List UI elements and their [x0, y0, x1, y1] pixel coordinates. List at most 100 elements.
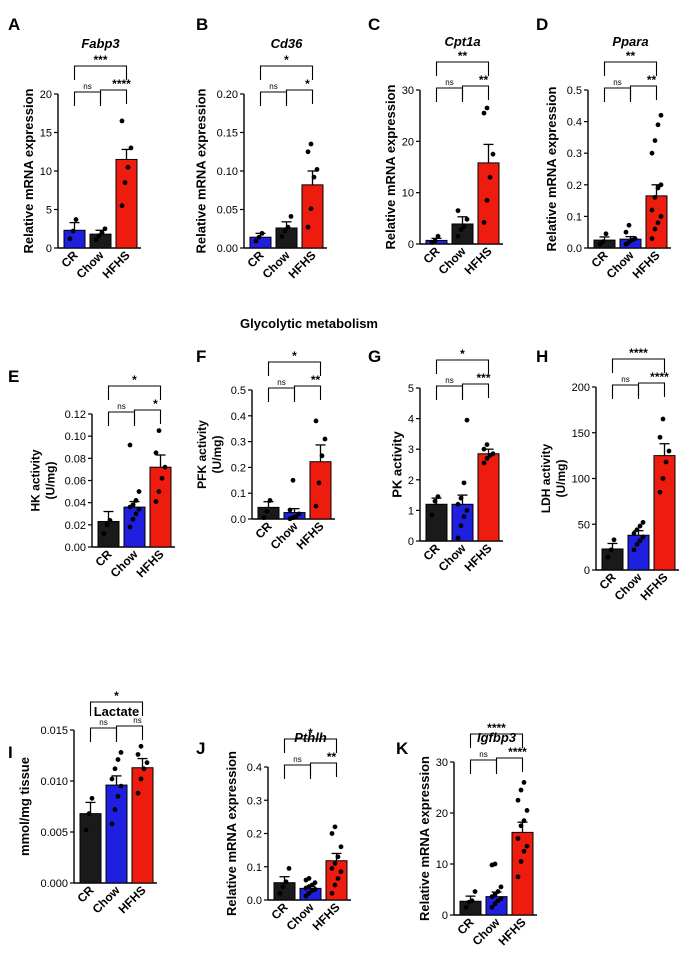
data-point [521, 780, 527, 785]
section-title-glycolytic: Glycolytic metabolism [240, 316, 378, 331]
data-point [631, 547, 637, 553]
y-tick-label: 0 [442, 910, 448, 922]
significance-bracket [283, 764, 312, 779]
x-tick-label-hfhs: HFHS [286, 248, 319, 281]
y-axis-label: Relative mRNA expression [383, 84, 398, 249]
significance-label: ns [613, 78, 621, 87]
data-point [524, 843, 530, 849]
data-point [463, 904, 469, 910]
y-tick-label: 10 [436, 859, 448, 871]
data-point [261, 515, 267, 521]
data-point [256, 234, 262, 240]
data-point [329, 890, 335, 896]
data-point [666, 448, 672, 454]
data-point [649, 236, 655, 241]
y-tick-label: 0.2 [567, 180, 582, 192]
bar-cr [79, 813, 102, 884]
y-tick-label: 0.1 [247, 862, 262, 874]
significance-label: ** [311, 373, 321, 387]
data-point [73, 217, 79, 222]
data-point [469, 898, 475, 904]
data-point [432, 498, 438, 504]
significance-bracket [285, 89, 314, 104]
chart-title: Pthlh [294, 730, 327, 745]
data-point [492, 861, 498, 867]
y-axis-label: Relative mRNA expression [544, 86, 559, 251]
data-point [461, 514, 467, 519]
data-point [521, 848, 527, 854]
y-tick-label: 0.000 [40, 878, 68, 890]
data-point [144, 760, 150, 766]
panel-letter: I [8, 743, 13, 762]
data-point [283, 879, 289, 885]
significance-label: ** [647, 73, 657, 87]
data-point [329, 831, 335, 836]
data-point [264, 508, 270, 514]
y-tick-label: 100 [572, 474, 590, 486]
bar-hfhs [325, 860, 348, 901]
data-point [313, 418, 319, 424]
data-point [128, 145, 134, 151]
data-point [637, 523, 643, 529]
data-point [287, 507, 293, 513]
data-point [458, 523, 464, 529]
significance-bracket [259, 65, 314, 80]
significance-label: ns [117, 402, 125, 411]
y-axis-label: PK activity [389, 430, 404, 497]
chart-title: Cd36 [271, 36, 304, 51]
data-point [455, 535, 461, 541]
data-point [655, 220, 661, 226]
y-tick-label: 0.00 [65, 542, 86, 554]
data-point [608, 547, 614, 553]
y-tick-label: 0.06 [65, 476, 86, 488]
data-point [631, 531, 637, 536]
data-point [314, 167, 320, 172]
chart-title: Fabp3 [81, 36, 120, 51]
data-point [133, 511, 139, 517]
significance-label: *** [476, 371, 490, 385]
significance-label: ns [133, 716, 141, 725]
data-point [332, 824, 338, 830]
y-axis-label: Relative mRNA expression [21, 88, 36, 253]
data-point [611, 537, 617, 543]
data-point [435, 494, 441, 500]
significance-label: **** [112, 77, 131, 91]
data-point [162, 464, 168, 470]
data-point [492, 892, 498, 897]
data-point [455, 501, 461, 507]
significance-label: ns [445, 78, 453, 87]
significance-bracket [495, 757, 524, 772]
y-tick-label: 0.3 [231, 437, 246, 449]
significance-label: * [292, 349, 297, 363]
panel-letter: G [368, 347, 381, 366]
x-tick-label-chow: Chow [604, 248, 637, 281]
y-tick-label: 0.4 [247, 762, 262, 774]
y-tick-label: 0 [408, 536, 414, 548]
data-point [109, 821, 115, 827]
data-point [156, 428, 162, 434]
panel-I: I Lactate 0.000 0.005 0.010 0.015 mmol/mg tiss… [8, 689, 157, 916]
data-point [329, 866, 335, 871]
significance-label: ns [269, 82, 277, 91]
y-axis-label: HK activity [29, 449, 43, 511]
significance-bracket [435, 359, 490, 374]
significance-bracket [435, 87, 464, 102]
y-tick-label: 0.5 [231, 385, 246, 397]
data-point [288, 214, 294, 219]
y-tick-label: 5 [46, 205, 52, 217]
x-tick-label-chow: Chow [108, 547, 141, 580]
significance-label: ns [621, 375, 629, 384]
data-point [455, 233, 461, 239]
data-point [455, 208, 461, 214]
chart-title: Ppara [612, 34, 648, 49]
data-point [96, 233, 102, 239]
data-point [481, 110, 487, 116]
x-tick-label-hfhs: HFHS [496, 915, 529, 948]
y-axis-label: (U/mg) [44, 462, 58, 500]
data-point [484, 455, 490, 461]
y-tick-label: 0.02 [65, 520, 86, 532]
significance-bracket [603, 61, 658, 76]
y-tick-label: 0.4 [231, 411, 246, 423]
